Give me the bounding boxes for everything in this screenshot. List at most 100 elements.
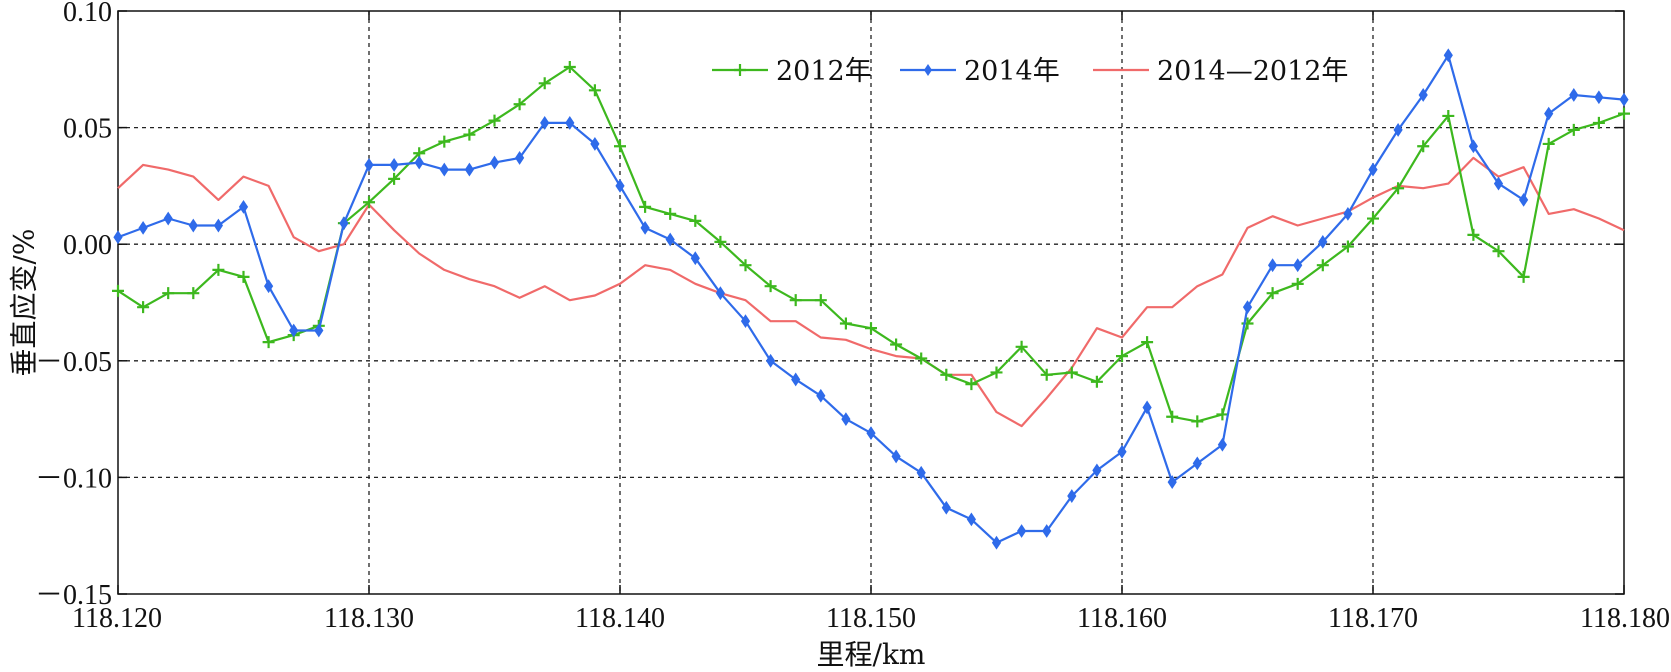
data-point — [237, 270, 250, 283]
data-point — [1015, 340, 1028, 353]
data-point — [439, 162, 449, 177]
data-point — [816, 388, 826, 403]
data-point — [714, 235, 727, 248]
data-point — [1242, 300, 1253, 315]
legend-label: 2012年 — [776, 56, 872, 87]
data-point — [1266, 287, 1279, 300]
data-point — [1492, 245, 1505, 258]
data-point — [538, 77, 551, 90]
series-1 — [113, 48, 1629, 550]
legend-item-1: 2014年 — [900, 56, 1060, 87]
data-point — [289, 323, 299, 338]
data-point — [1544, 106, 1554, 121]
data-point — [1316, 259, 1329, 272]
data-point — [590, 137, 600, 151]
data-point — [1141, 336, 1154, 349]
data-point — [1142, 400, 1152, 415]
data-point — [1443, 48, 1453, 63]
data-point — [1267, 258, 1278, 273]
x-axis-title: 里程/km — [817, 638, 926, 671]
data-point — [238, 199, 249, 214]
data-point — [513, 98, 526, 111]
data-point — [1067, 489, 1077, 503]
data-point — [640, 220, 650, 235]
legend-item-2: 2014—2012年 — [1093, 56, 1348, 87]
data-point — [715, 286, 726, 301]
data-point — [137, 301, 150, 314]
data-point — [765, 353, 776, 368]
data-point — [1191, 415, 1204, 428]
data-point — [965, 378, 978, 391]
data-point — [1417, 140, 1430, 153]
data-point — [789, 294, 802, 307]
data-point — [1367, 212, 1379, 225]
data-point — [363, 196, 375, 209]
data-point — [113, 230, 123, 245]
data-point — [966, 512, 977, 527]
data-point — [463, 128, 476, 141]
x-tick-label: 118.170 — [1328, 603, 1418, 634]
data-point — [112, 284, 124, 297]
grid-lines — [118, 11, 1624, 594]
data-point — [162, 287, 175, 300]
data-point — [865, 322, 877, 335]
data-point — [1594, 90, 1604, 105]
data-point — [841, 412, 851, 427]
legend-label: 2014—2012年 — [1157, 56, 1348, 87]
data-point — [389, 158, 399, 172]
data-point — [1293, 258, 1303, 273]
data-point — [664, 207, 677, 220]
data-point — [991, 535, 1002, 550]
data-point — [814, 294, 827, 307]
y-axis-title: 垂直应变/% — [8, 228, 41, 376]
data-point — [1392, 182, 1405, 195]
data-point — [1217, 437, 1228, 452]
data-point — [1341, 240, 1354, 253]
data-point — [1393, 123, 1403, 137]
data-point — [364, 158, 374, 172]
data-point — [1016, 524, 1027, 538]
data-point — [1117, 444, 1127, 459]
data-point — [213, 218, 224, 233]
data-point — [262, 336, 275, 349]
series-0 — [112, 60, 1630, 428]
x-tick-label: 118.160 — [1077, 603, 1167, 634]
x-tick-label: 118.140 — [575, 603, 665, 634]
axis-ticks — [117, 10, 1625, 595]
data-point — [639, 200, 652, 213]
data-point — [464, 162, 475, 177]
data-point — [1619, 92, 1629, 107]
data-point — [339, 216, 349, 231]
data-point — [489, 155, 500, 170]
data-point — [916, 465, 926, 480]
x-tick-label: 118.130 — [324, 603, 414, 634]
data-point — [488, 114, 501, 127]
y-tick-label: 0.10 — [63, 0, 112, 28]
data-point — [990, 366, 1003, 379]
data-point — [1318, 234, 1328, 249]
data-point — [163, 211, 173, 226]
data-point — [615, 178, 625, 193]
data-point — [1468, 139, 1479, 154]
data-point — [1116, 350, 1128, 363]
data-point — [941, 500, 951, 515]
data-point — [890, 338, 903, 351]
legend: 2012年 2014年 2014—2012年 — [712, 56, 1348, 87]
data-point — [1040, 368, 1053, 381]
data-point — [138, 220, 148, 235]
data-point — [588, 84, 601, 97]
y-tick-label: 0.00 — [63, 230, 112, 261]
data-point — [565, 116, 575, 130]
data-point — [1291, 277, 1304, 290]
data-point — [1542, 137, 1555, 150]
data-point — [689, 214, 702, 227]
data-point — [1090, 375, 1103, 388]
legend-item-0: 2012年 — [712, 56, 872, 87]
data-point — [690, 251, 700, 266]
data-point — [1569, 88, 1579, 102]
data-point — [866, 426, 876, 440]
data-point — [1517, 270, 1530, 283]
data-point — [614, 140, 626, 153]
data-point — [263, 279, 274, 294]
